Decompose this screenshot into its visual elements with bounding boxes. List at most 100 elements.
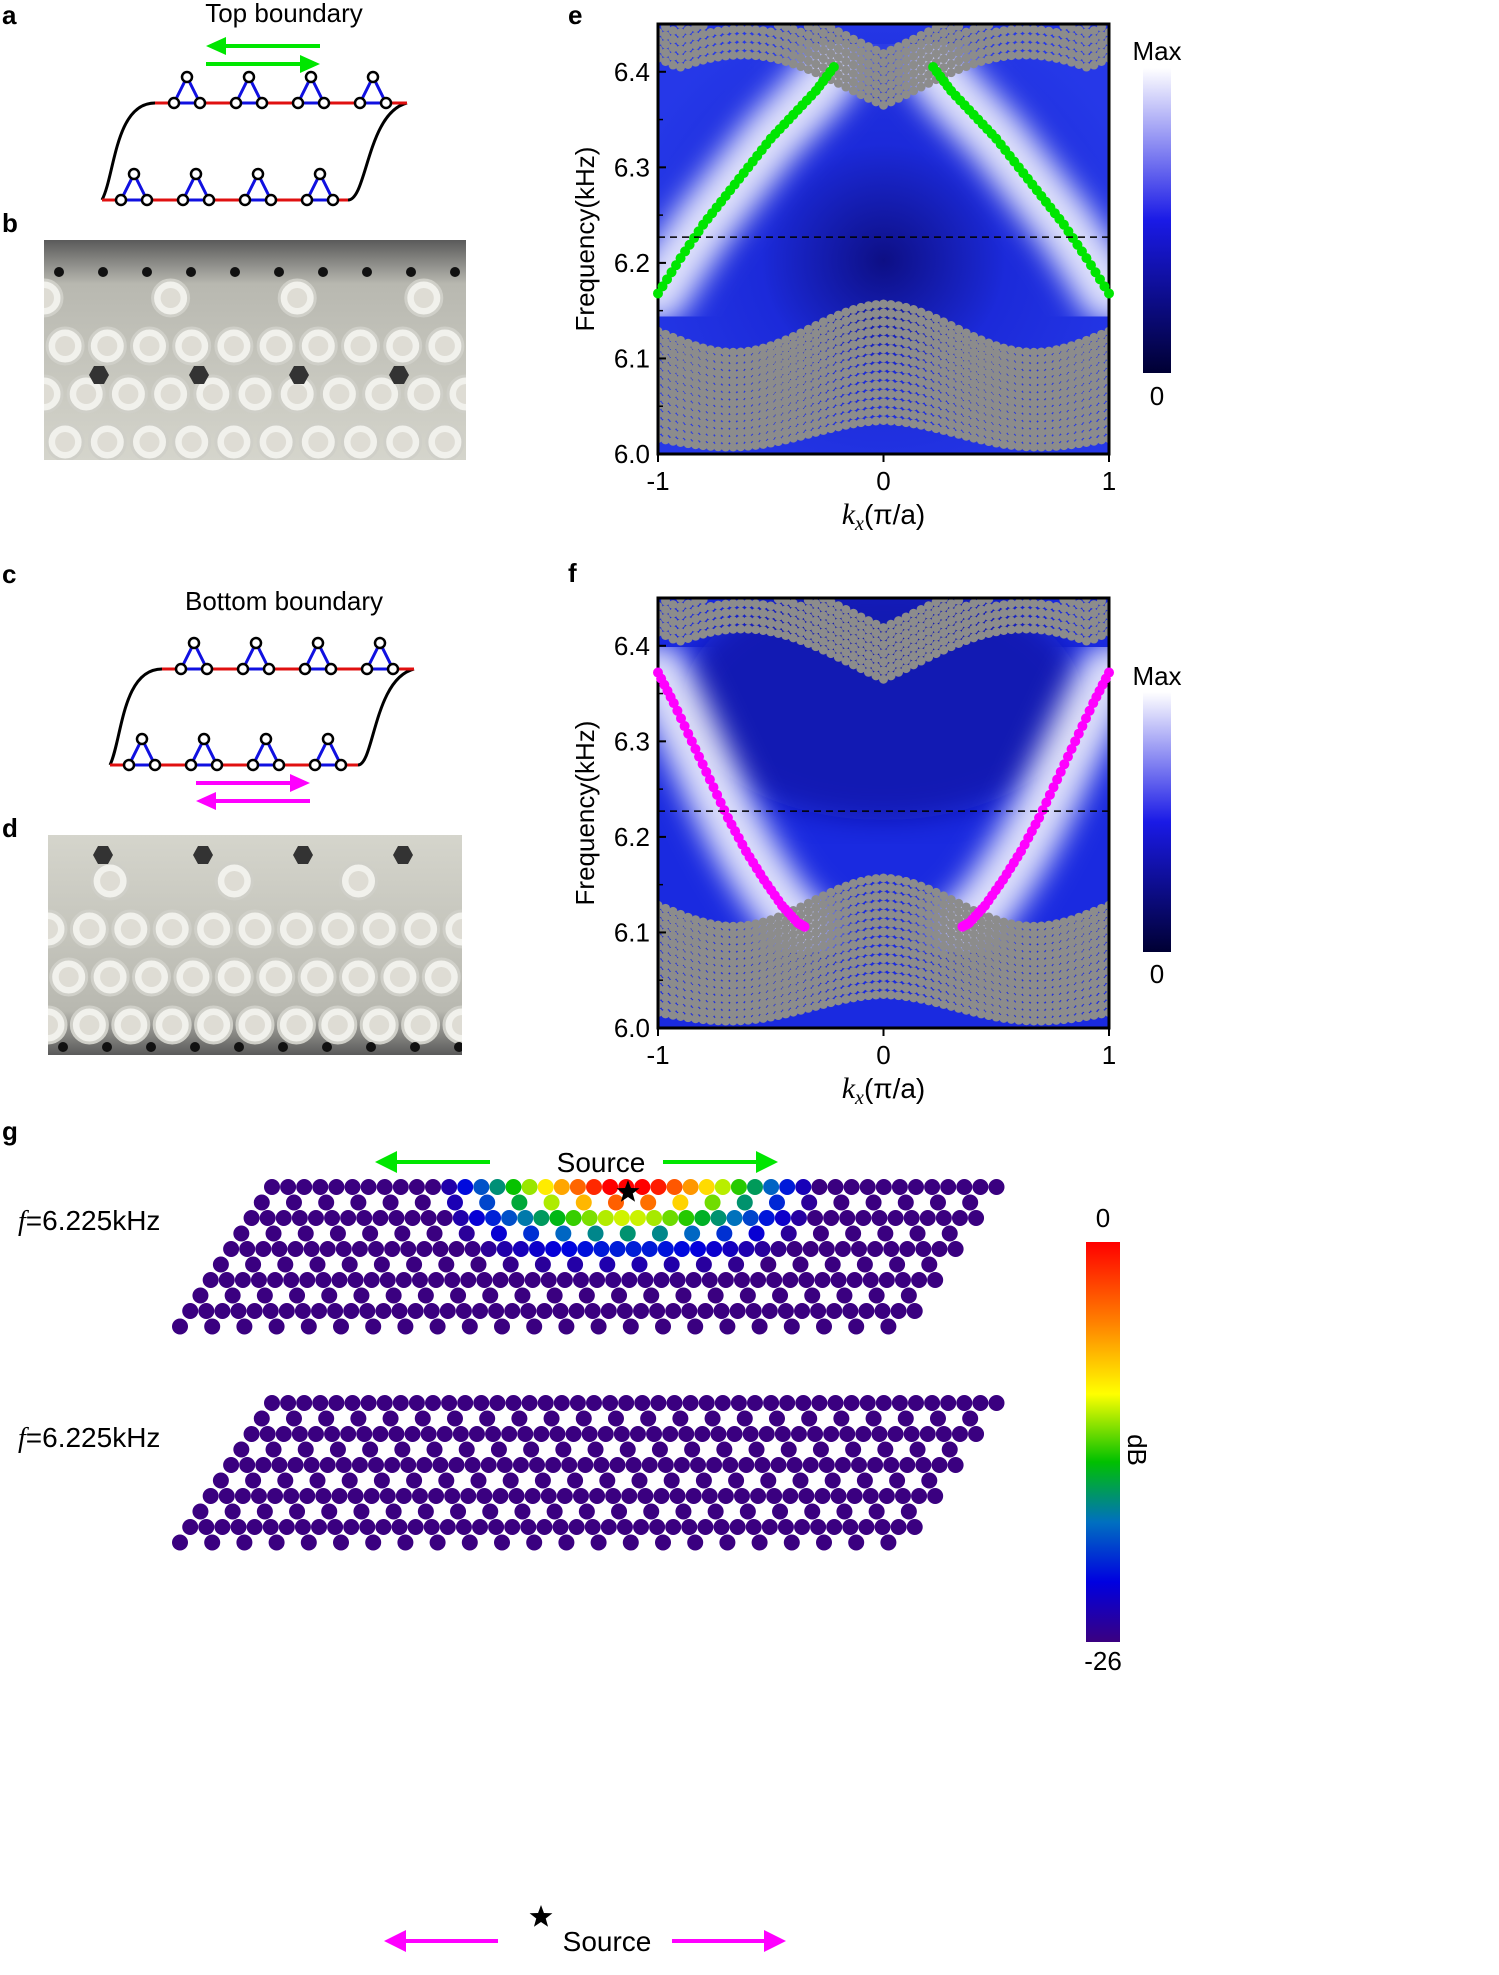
y-tick-label-3: 6.3 (614, 726, 650, 756)
lattice-site (182, 1519, 199, 1535)
panel-a: a Top boundary (2, 0, 408, 207)
lattice-site (856, 1256, 873, 1273)
lattice-site (619, 1441, 636, 1458)
lattice-site (611, 1503, 628, 1520)
lattice-site (287, 1241, 304, 1257)
lattice-site (204, 1534, 221, 1551)
lattice-site (406, 1256, 423, 1273)
lattice-site (640, 1194, 657, 1211)
lattice-site (714, 1395, 731, 1411)
lattice-site (867, 1457, 884, 1473)
lattice-site (713, 1303, 730, 1319)
lattice-site (556, 1272, 573, 1288)
lattice-site (315, 1488, 332, 1504)
lattice-site (523, 1225, 540, 1242)
lattice-site (868, 1287, 885, 1304)
y-tick-label-2: 6.2 (614, 822, 650, 852)
lattice-site (556, 1488, 573, 1504)
lattice-site (172, 1318, 188, 1335)
lattice-site (846, 1488, 863, 1504)
lattice-site (867, 1241, 884, 1257)
lattice-site (450, 1503, 467, 1520)
lattice-site (545, 1241, 562, 1257)
edge-state-point-0-1-4 (683, 728, 694, 739)
lattice-site (490, 1441, 507, 1458)
lattice-site (508, 1272, 525, 1288)
lattice-site (303, 1241, 320, 1257)
lattice-site (921, 1472, 938, 1489)
lattice-site (826, 1519, 843, 1535)
lattice-site (517, 1210, 534, 1226)
lattice-site (717, 1272, 734, 1288)
lattice-site (567, 1256, 584, 1273)
lattice-site (802, 1241, 819, 1257)
lattice-site (489, 1179, 506, 1195)
lattice-site (347, 1488, 364, 1504)
lattice-site (549, 1210, 566, 1226)
lattice-site (275, 1210, 292, 1226)
lattice-site (722, 1241, 739, 1257)
lattice-site (239, 1457, 256, 1473)
lattice-site (441, 1395, 458, 1411)
lattice-site (436, 1210, 453, 1226)
panel-b-letter: b (2, 208, 18, 238)
lattice-site (622, 1318, 639, 1335)
lattice-site (392, 1395, 409, 1411)
lattice-site (567, 1472, 584, 1489)
lattice-site (375, 1519, 392, 1535)
lattice-site (690, 1241, 707, 1257)
lattice-site (455, 1303, 472, 1319)
lattice-site (717, 1488, 734, 1504)
lattice-site (464, 1241, 481, 1257)
lattice-site (877, 1441, 894, 1458)
lattice-site (795, 1179, 812, 1195)
lattice-site (436, 1426, 453, 1442)
edge-state-point-1-7-2 (1077, 721, 1088, 732)
lattice-site (312, 1395, 329, 1411)
lattice-site (590, 1318, 607, 1335)
lattice-site (397, 1534, 414, 1551)
lattice-site (681, 1519, 698, 1535)
lattice-site (694, 1426, 711, 1442)
lattice-site (851, 1457, 868, 1473)
lattice-site (307, 1426, 324, 1442)
lattice-site (633, 1303, 650, 1319)
lattice-site (894, 1488, 911, 1504)
lattice-site (865, 1410, 882, 1427)
x-tick-label-2: 1 (1102, 1040, 1116, 1070)
panel-a-letter: a (2, 0, 17, 30)
lattice-site (533, 1426, 550, 1442)
lattice-site (750, 1488, 767, 1504)
lattice-site (529, 1241, 546, 1257)
lattice-site (271, 1457, 288, 1473)
lattice-site (798, 1488, 815, 1504)
lattice-site (259, 1426, 276, 1442)
lattice-site (212, 1256, 229, 1273)
lattice-site (391, 1519, 408, 1535)
lattice-site (611, 1287, 628, 1304)
lattice-site (587, 1441, 604, 1458)
lattice-site (448, 1241, 465, 1257)
lattice-site (488, 1519, 505, 1535)
lattice-site (940, 1179, 957, 1195)
lattice-site (198, 1519, 215, 1535)
lattice-site (473, 1179, 490, 1195)
lattice-site (432, 1241, 449, 1257)
lattice-site (742, 1210, 759, 1226)
lattice-site (889, 1472, 906, 1489)
lattice-site (552, 1303, 569, 1319)
freq-label-top: f=6.225kHz (18, 1205, 160, 1237)
lattice-site (482, 1287, 499, 1304)
lattice-site (202, 1488, 219, 1504)
lattice-site (830, 1272, 847, 1288)
lattice-site (675, 1287, 692, 1304)
lattice-site (940, 1395, 957, 1411)
lattice-site (786, 1457, 803, 1473)
lattice-site (804, 1287, 821, 1304)
lattice-site (856, 1472, 873, 1489)
lattice-site (760, 1472, 777, 1489)
lattice-site (438, 1472, 455, 1489)
lattice-site (546, 1503, 563, 1520)
edge-state-point-1-5-2 (1041, 797, 1052, 808)
lattice-site (887, 1210, 904, 1226)
